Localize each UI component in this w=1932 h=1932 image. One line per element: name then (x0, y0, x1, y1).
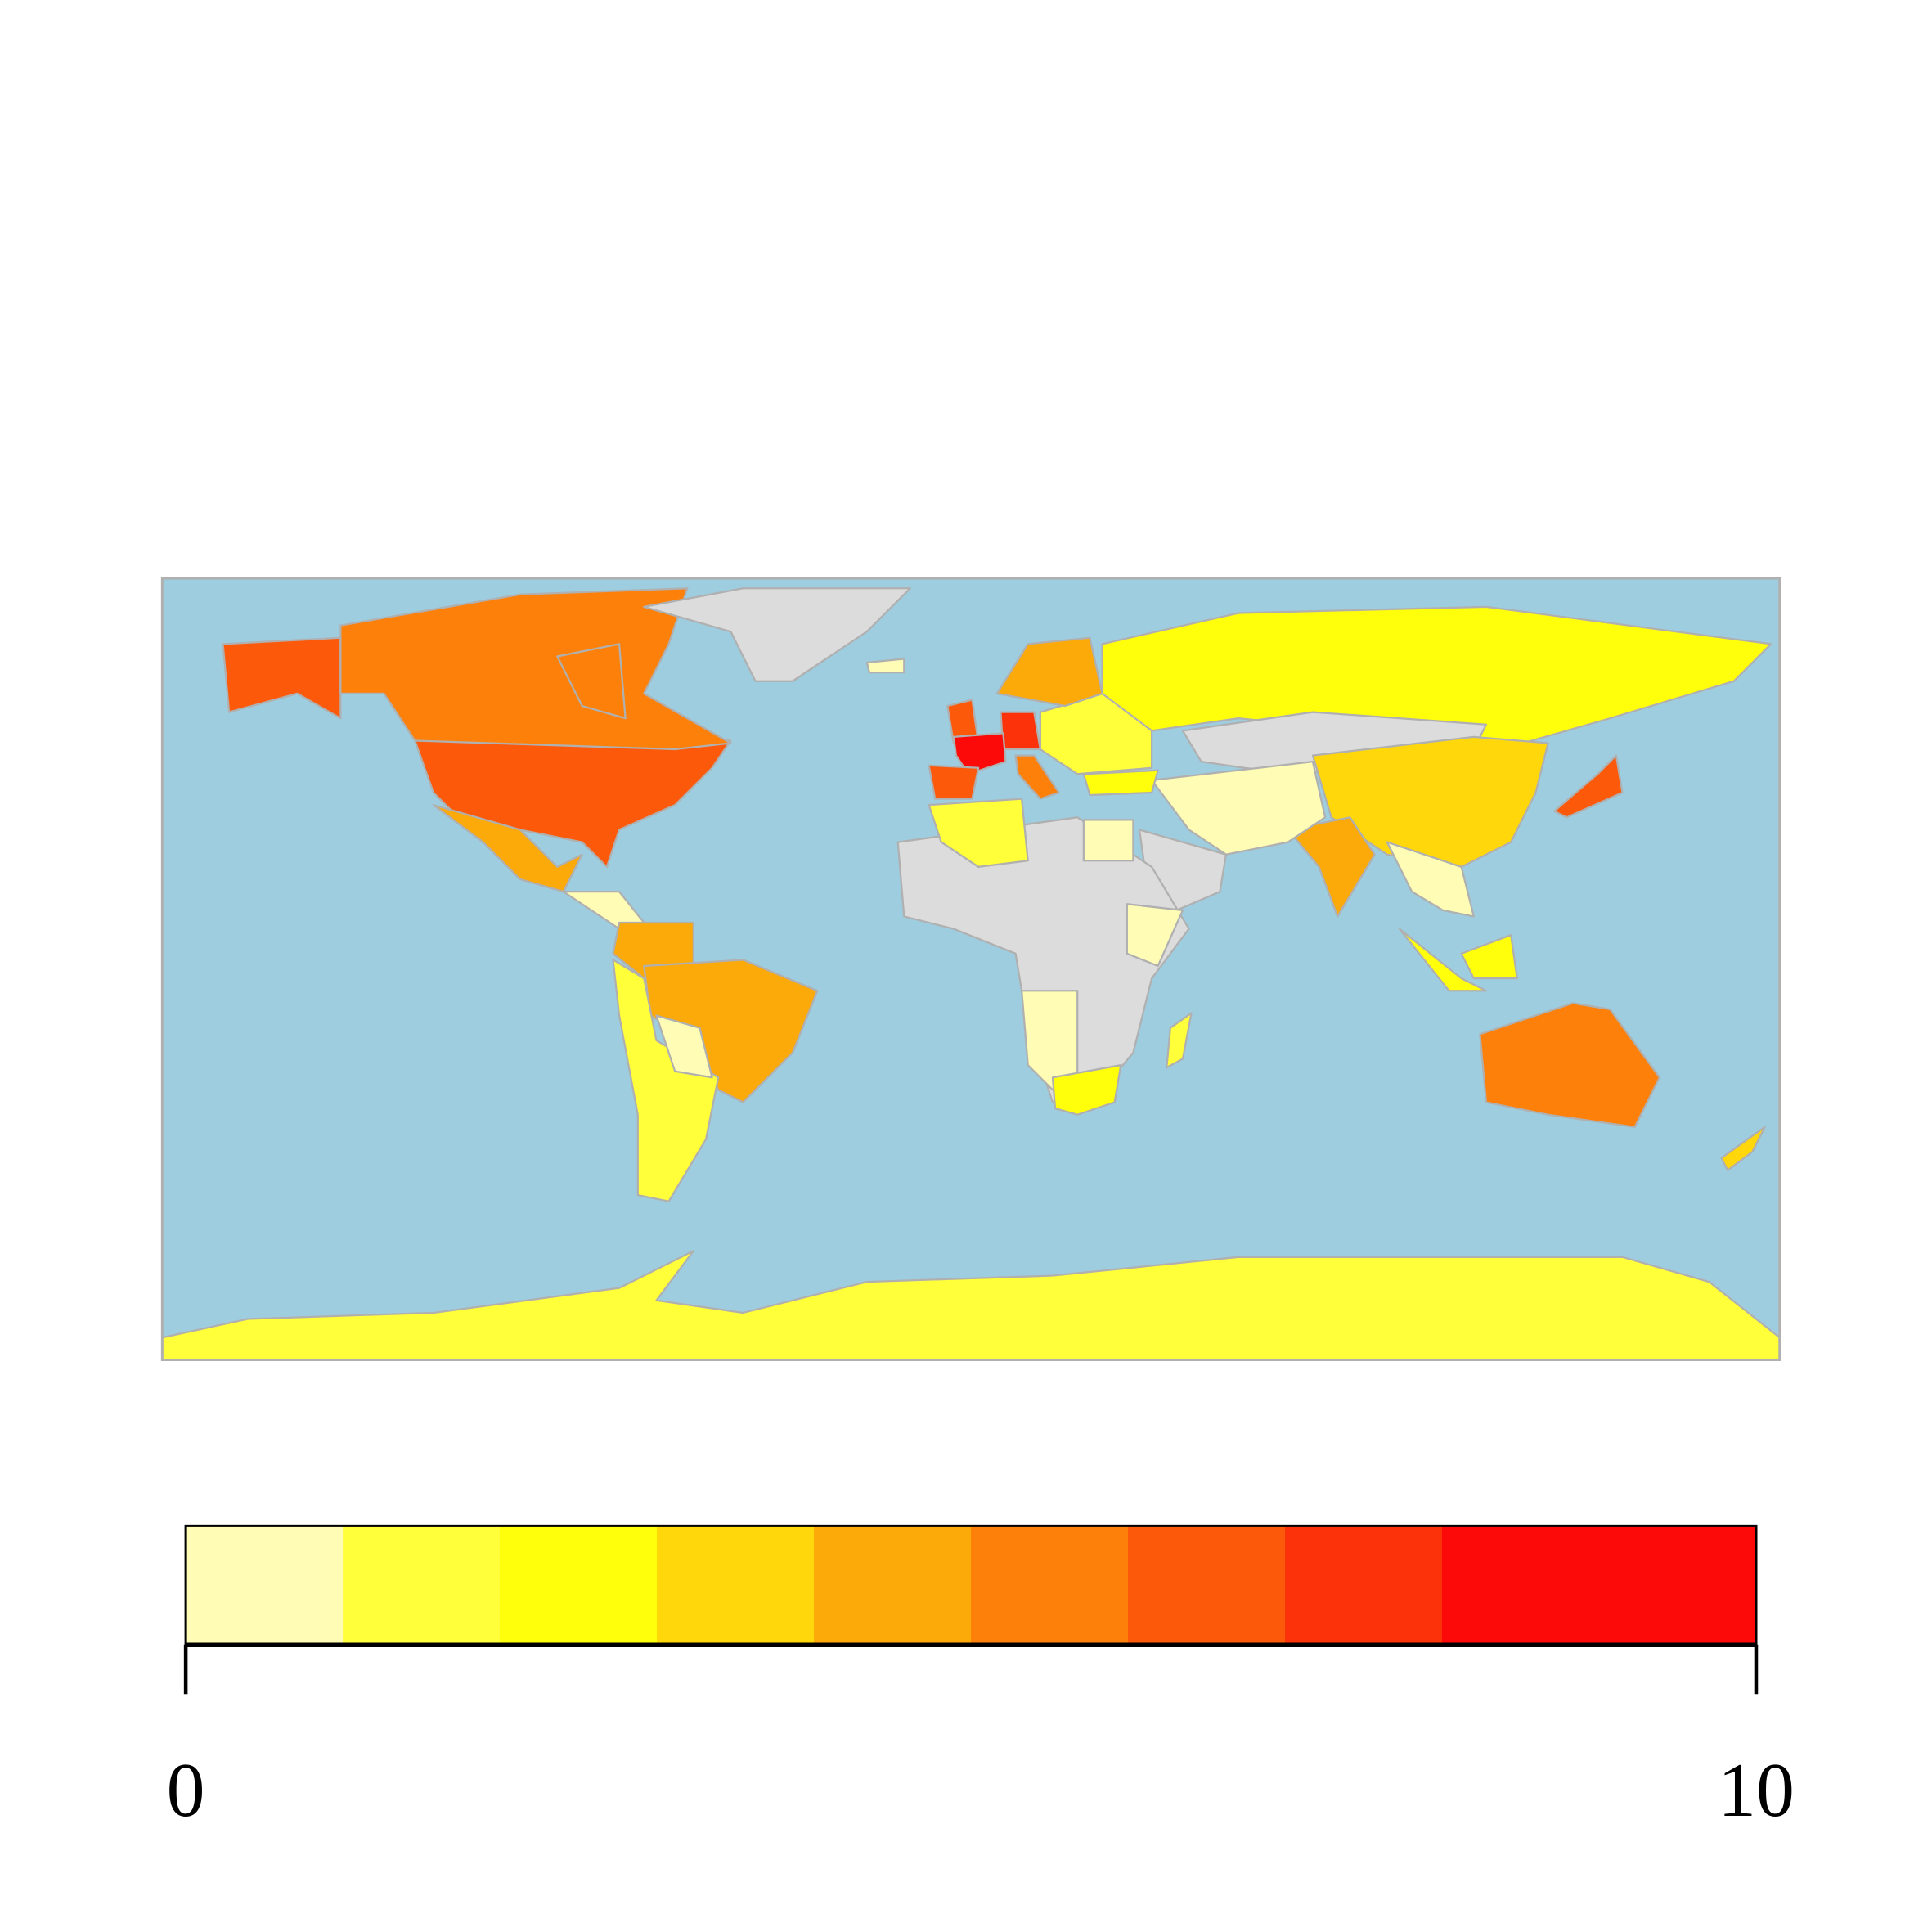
country (995, 636, 1103, 708)
country (643, 587, 912, 682)
colorbar-bin (186, 1525, 344, 1645)
colorbar: 0 10 (167, 1524, 1795, 1833)
countries (161, 587, 1781, 1361)
country (339, 587, 732, 751)
country (1082, 769, 1159, 797)
country (1287, 816, 1376, 918)
country (1398, 928, 1518, 992)
country (1126, 903, 1184, 968)
map-frame (160, 577, 1781, 1361)
colorbar-bin (343, 1525, 501, 1645)
colorbar-bin (814, 1525, 972, 1645)
country (1479, 1002, 1661, 1128)
colorbar-bin (1128, 1525, 1286, 1645)
colorbar-bin (971, 1525, 1129, 1645)
colorbar-bin (1442, 1525, 1600, 1645)
colorbar-bin (1285, 1525, 1443, 1645)
country (432, 804, 583, 893)
country (1386, 841, 1475, 918)
country (1166, 1012, 1193, 1069)
country (865, 658, 905, 674)
country (1014, 754, 1060, 800)
country (655, 1014, 713, 1079)
country (928, 798, 1029, 869)
country (612, 959, 720, 1202)
country (1082, 819, 1134, 862)
country (222, 636, 342, 720)
colorbar-bin (1599, 1525, 1757, 1645)
country (1720, 1126, 1766, 1171)
country (1051, 1063, 1122, 1116)
country (1150, 761, 1327, 856)
country (1000, 711, 1041, 751)
country (1553, 754, 1624, 819)
colorbar-bin (657, 1525, 815, 1645)
country (952, 732, 1007, 775)
tick-label: 0 (167, 1748, 205, 1833)
tick-label: 10 (1718, 1748, 1795, 1833)
colorbar-bin (500, 1525, 658, 1645)
country (928, 764, 980, 800)
